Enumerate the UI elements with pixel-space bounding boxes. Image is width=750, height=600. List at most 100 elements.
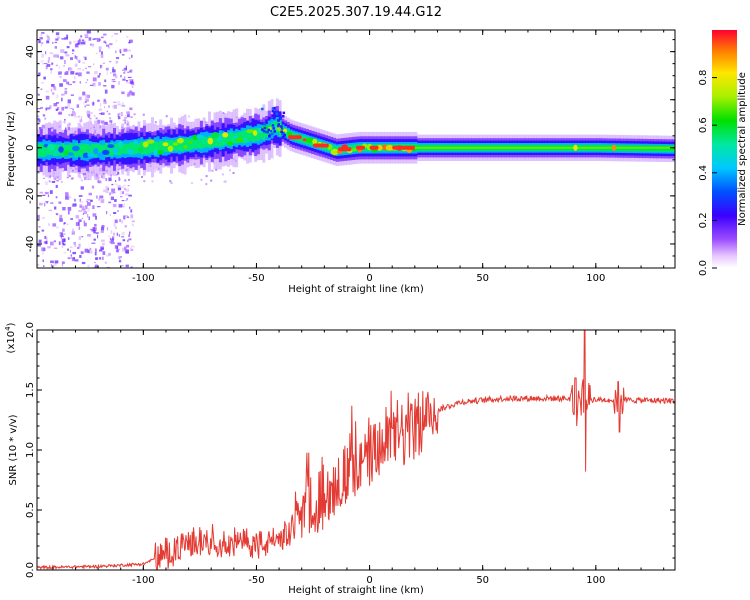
spectrogram-noise-cell xyxy=(104,79,107,83)
spectrogram-noise-cell xyxy=(112,67,114,70)
spectrogram-ridge-cell xyxy=(118,142,122,156)
spectrogram-noise-cell xyxy=(41,32,45,34)
spectrogram-noise-cell xyxy=(95,216,97,220)
spectrogram-noise-cell xyxy=(81,41,85,45)
spectrogram-noise-cell xyxy=(151,180,154,183)
spectrogram-noise-cell xyxy=(45,51,47,55)
spectrogram-noise-cell xyxy=(64,37,68,40)
spectrogram-ridge-cell xyxy=(194,138,198,149)
snr-y-multiplier-exponent: 4 xyxy=(4,326,12,331)
spectrogram-noise-cell xyxy=(85,205,88,210)
spectrogram-noise-cell xyxy=(84,34,89,36)
spectrogram-noise-cell xyxy=(121,185,125,189)
spectrogram-noise-cell xyxy=(100,36,104,39)
spectrogram-noise-cell xyxy=(51,84,55,87)
spectrogram-noise-cell xyxy=(123,187,127,191)
spectrogram-noise-cell xyxy=(74,63,78,67)
spectrogram-ridge-cell xyxy=(261,107,264,111)
spectrogram-peak xyxy=(162,142,169,147)
spectrogram-peak xyxy=(217,135,223,142)
spectrogram-noise-cell xyxy=(66,34,69,38)
spectrogram-noise-cell xyxy=(89,250,93,254)
spectrogram-noise-cell xyxy=(80,116,83,120)
spectrogram-noise-cell xyxy=(115,180,117,182)
spectrogram-noise-cell xyxy=(37,108,41,110)
spectrogram-noise-cell xyxy=(118,260,122,263)
spectrogram-noise-cell xyxy=(50,88,53,92)
spectrogram-noise-cell xyxy=(86,79,89,81)
spectrogram-noise-cell xyxy=(64,72,69,75)
spectrogram-noise-cell xyxy=(125,264,129,268)
spectrogram-noise-cell xyxy=(121,236,125,238)
spectrogram-noise-cell xyxy=(94,71,98,75)
spectrogram-noise-cell xyxy=(165,115,168,118)
spectrogram-ridge-cell xyxy=(186,137,190,152)
spectrogram-noise-cell xyxy=(117,184,121,188)
spectrogram-noise-cell xyxy=(112,236,115,241)
spectrogram-noise-cell xyxy=(105,185,109,189)
spectrogram-noise-cell xyxy=(95,117,98,120)
spectrogram-noise-cell xyxy=(102,62,106,64)
spectrogram-noise-cell xyxy=(120,191,122,195)
spectrogram-ridge-cell xyxy=(300,135,304,143)
spectrogram-noise-cell xyxy=(108,177,112,182)
spectrogram-noise-cell xyxy=(40,49,43,52)
spectrogram-noise-cell xyxy=(105,67,109,71)
spectrogram-noise-cell xyxy=(80,179,83,182)
spectrogram-noise-cell xyxy=(83,101,85,105)
spectrogram-peak xyxy=(133,140,138,145)
spectrogram-noise-cell xyxy=(104,106,105,108)
spectrogram-peak xyxy=(352,147,357,152)
spectrogram-noise-cell xyxy=(156,169,159,172)
spectrogram-noise-cell xyxy=(44,191,49,195)
spectrogram-noise-cell xyxy=(54,41,58,44)
spectrogram-noise-cell xyxy=(77,68,82,70)
spectrogram-noise-cell xyxy=(76,59,81,62)
spectrogram-noise-cell xyxy=(90,112,93,114)
spectrogram-ridge-cell xyxy=(142,141,146,155)
spectrogram-noise-cell xyxy=(74,198,76,202)
spectrogram-noise-cell xyxy=(45,90,49,93)
spectrogram-noise-cell xyxy=(53,54,58,58)
spectrogram-noise-cell xyxy=(92,38,95,41)
spectrogram-noise-cell xyxy=(55,213,59,216)
spectrogram-x-label: Height of straight line (km) xyxy=(288,284,424,295)
spectrogram-ridge-cell xyxy=(275,110,278,113)
spectrogram-x-tick-label: -50 xyxy=(248,273,264,284)
spectrogram-noise-cell xyxy=(101,51,103,55)
spectrogram-noise-cell xyxy=(69,107,73,109)
spectrogram-noise-cell xyxy=(84,101,87,103)
spectrogram-ridge-cell xyxy=(134,142,138,154)
spectrogram-noise-cell xyxy=(111,79,116,81)
spectrogram-noise-cell xyxy=(62,207,66,211)
spectrogram-noise-cell xyxy=(229,169,231,172)
spectrogram-ridge-cell xyxy=(272,127,275,130)
spectrogram-noise-cell xyxy=(100,175,103,179)
spectrogram-noise-cell xyxy=(130,214,134,219)
spectrogram-noise-cell xyxy=(65,127,67,131)
spectrogram-peak xyxy=(252,130,258,136)
spectrogram-noise-cell xyxy=(79,204,82,208)
spectrogram-noise-cell xyxy=(119,112,123,115)
spectrogram-noise-cell xyxy=(211,169,214,172)
snr-y-multiplier-base: (x10 xyxy=(6,331,17,354)
spectrogram-noise-cell xyxy=(63,238,66,243)
spectrogram-noise-cell xyxy=(37,214,40,219)
spectrogram-noise-cell xyxy=(130,69,133,73)
spectrogram-noise-cell xyxy=(108,46,110,49)
spectrogram-noise-cell xyxy=(59,218,63,222)
spectrogram-noise-cell xyxy=(83,211,87,214)
spectrogram-noise-cell xyxy=(41,42,44,44)
spectrogram-ridge-cell xyxy=(262,130,266,133)
spectrogram-noise-cell xyxy=(79,198,81,202)
spectrogram-ridge-cell xyxy=(66,144,70,156)
spectrogram-peak xyxy=(177,137,184,144)
spectrogram-ridge-cell xyxy=(280,127,284,130)
spectrogram-noise-cell xyxy=(133,113,136,116)
snr-y-ticks: 0.0 0.5 1.0 1.5 2.0 xyxy=(25,322,675,578)
spectrogram-noise-cell xyxy=(67,99,71,104)
spectrogram-noise-cell xyxy=(126,198,128,201)
spectrogram-ridge-cell xyxy=(259,129,263,139)
snr-y-multiplier: (x104) xyxy=(4,322,17,353)
spectrogram-noise-cell xyxy=(86,104,90,106)
